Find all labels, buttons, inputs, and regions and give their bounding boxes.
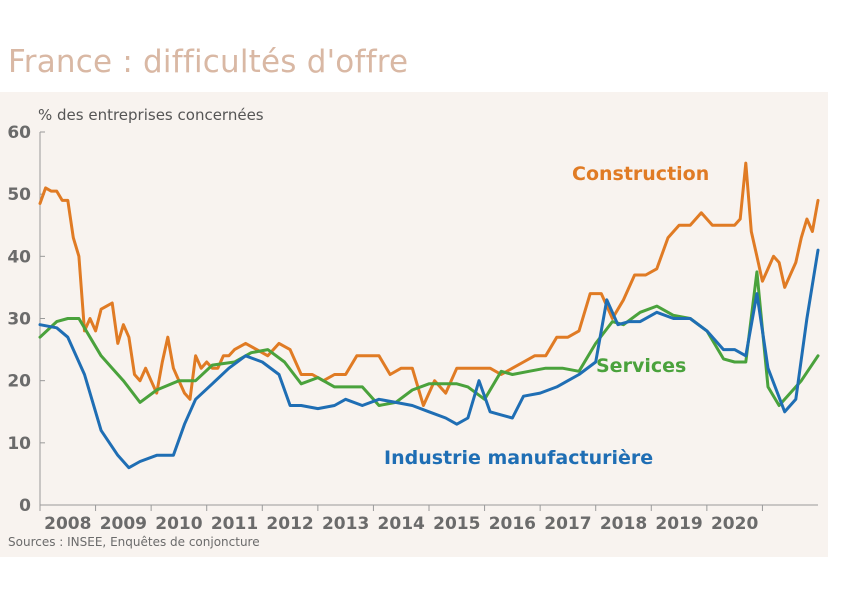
y-tick-label: 60 — [7, 123, 31, 143]
x-tick-label: 2019 — [655, 514, 702, 534]
x-tick-label: 2013 — [322, 514, 369, 534]
line-chart: % des entreprises concernées 0 10 20 30 40 50… — [7, 106, 820, 534]
x-tick-label: 2014 — [378, 514, 425, 534]
source-note: Sources : INSEE, Enquêtes de conjoncture — [8, 535, 260, 549]
y-tick-label: 40 — [7, 247, 31, 267]
x-tick-label: 2020 — [711, 514, 758, 534]
chart-panel: % des entreprises concernées 0 10 20 30 40 50… — [0, 92, 828, 557]
x-tick-label: 2011 — [211, 514, 258, 534]
chart-title: France : difficultés d'offre — [8, 44, 409, 80]
x-tick-label: 2008 — [44, 514, 91, 534]
x-tick-label: 2009 — [100, 514, 147, 534]
y-tick-label: 30 — [7, 310, 31, 330]
x-tick-label: 2012 — [266, 514, 313, 534]
series-layer — [38, 161, 820, 470]
axes: 0 10 20 30 40 50 60 2008 2009 2010 2011 2012 2013 201… — [7, 123, 818, 534]
y-tick-label: 50 — [7, 185, 31, 205]
industrie-line — [38, 248, 820, 470]
x-tick-label: 2015 — [433, 514, 480, 534]
x-tick-label: 2010 — [155, 514, 202, 534]
construction-line — [38, 161, 820, 407]
series-label-services: Services — [596, 355, 686, 377]
y-axis-title: % des entreprises concernées — [38, 106, 264, 124]
x-tick-label: 2018 — [600, 514, 647, 534]
y-tick-label: 10 — [7, 434, 31, 454]
series-label-industrie: Industrie manufacturière — [384, 447, 653, 469]
series-label-construction: Construction — [572, 163, 709, 185]
x-tick-label: 2017 — [544, 514, 591, 534]
services-line — [38, 270, 820, 407]
y-tick-label: 20 — [7, 372, 31, 392]
y-tick-label: 0 — [19, 496, 31, 516]
x-tick-label: 2016 — [489, 514, 536, 534]
